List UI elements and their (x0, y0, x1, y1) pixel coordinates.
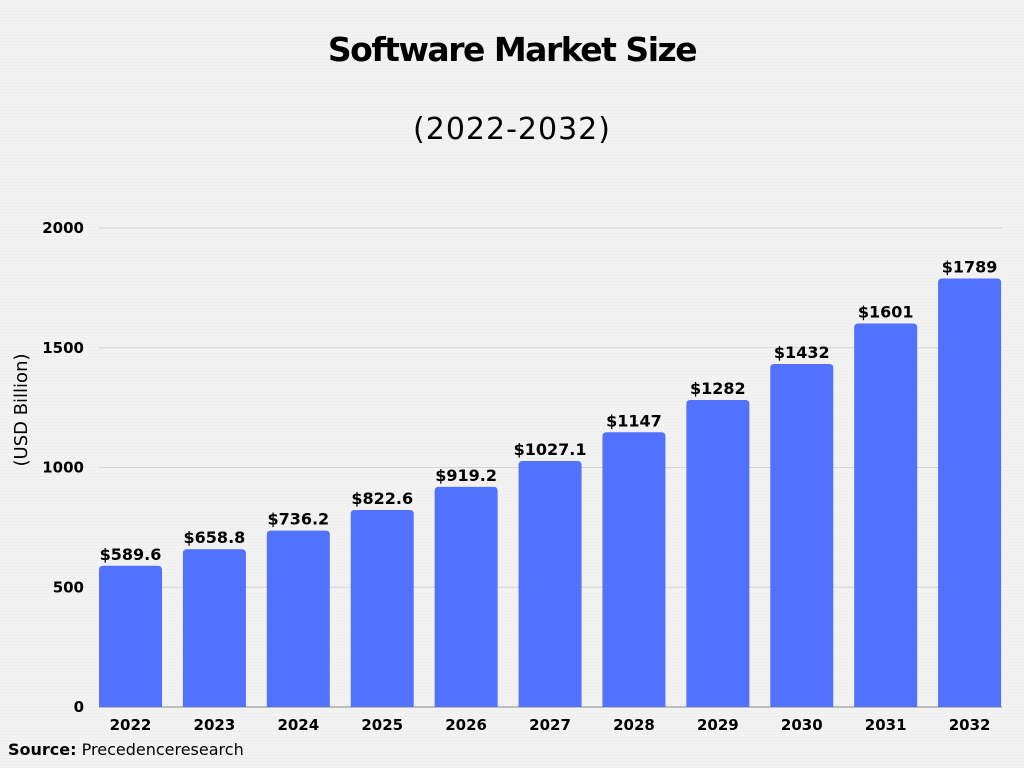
bar-2030 (770, 364, 834, 707)
y-tick-label: 0 (74, 698, 84, 716)
data-label: $1282 (690, 379, 746, 398)
x-tick-label: 2023 (194, 716, 236, 734)
y-tick-label: 500 (53, 578, 84, 596)
bar-2023 (182, 549, 246, 707)
x-tick-label: 2024 (277, 716, 319, 734)
data-label: $919.2 (435, 466, 497, 485)
data-label: $1789 (942, 258, 998, 277)
data-label: $589.6 (100, 545, 162, 564)
data-label: $658.8 (184, 528, 246, 547)
bar-2022 (99, 565, 162, 707)
x-tick-label: 2025 (361, 716, 403, 734)
data-label: $736.2 (267, 510, 329, 529)
y-tick-label: 1500 (42, 339, 84, 357)
bar-2032 (938, 278, 1002, 707)
x-tick-label: 2032 (949, 716, 991, 734)
y-axis-label: (USD Billion) (11, 353, 32, 466)
data-label: $1147 (606, 411, 662, 430)
x-tick-label: 2027 (529, 716, 571, 734)
bar-2031 (854, 323, 918, 707)
x-tick-label: 2022 (110, 716, 152, 734)
chart-subtitle: (2022-2032) (413, 112, 611, 147)
y-tick-label: 2000 (42, 219, 84, 237)
x-tick-label: 2030 (781, 716, 823, 734)
source-note: Source: Precedenceresearch (8, 740, 244, 759)
data-label: $1027.1 (514, 440, 587, 459)
y-tick-label: 1000 (42, 459, 84, 477)
bar-2025 (350, 509, 414, 707)
data-label: $1432 (774, 343, 830, 362)
bar-2024 (266, 530, 330, 707)
x-tick-label: 2029 (697, 716, 739, 734)
x-tick-label: 2026 (445, 716, 487, 734)
source-label: Source: (8, 740, 77, 759)
x-tick-label: 2031 (865, 716, 907, 734)
bar-2028 (602, 432, 666, 707)
data-label: $822.6 (351, 489, 413, 508)
bar-2026 (434, 486, 498, 707)
bar-2027 (518, 461, 582, 707)
chart-title: Software Market Size (327, 30, 698, 69)
bar-2029 (686, 399, 750, 707)
x-tick-label: 2028 (613, 716, 655, 734)
data-label: $1601 (858, 303, 914, 322)
source-text: Precedenceresearch (81, 740, 244, 759)
